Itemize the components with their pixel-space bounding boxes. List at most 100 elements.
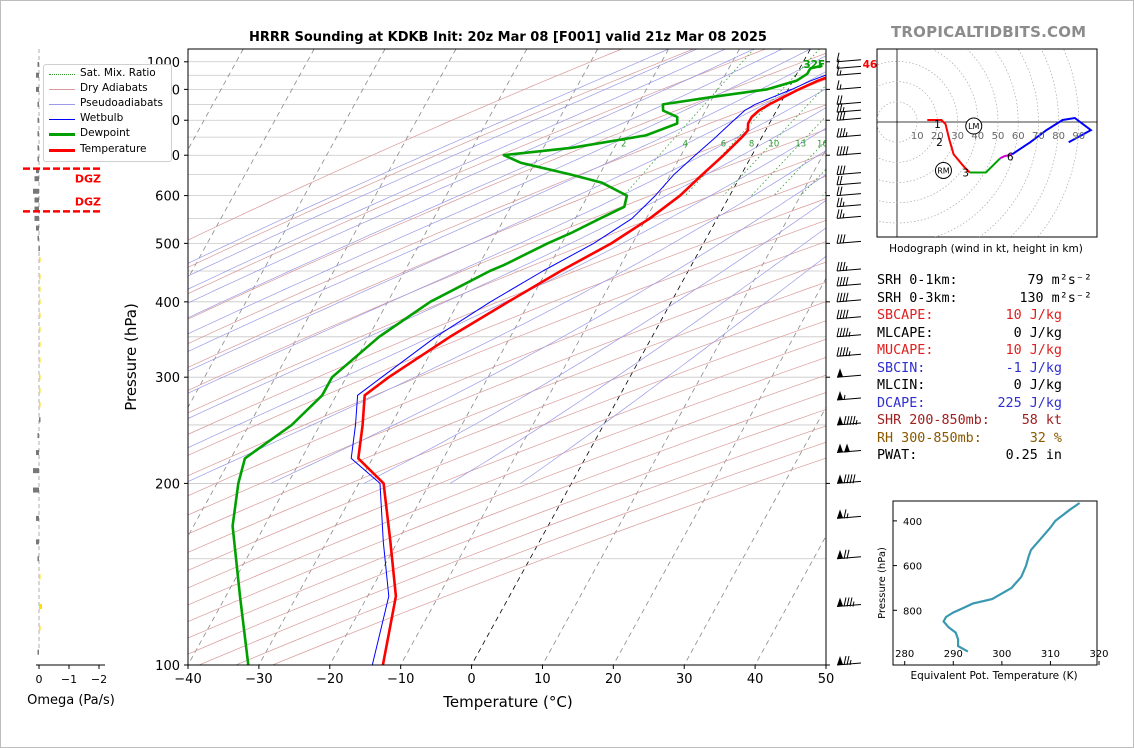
legend-label: Dry Adiabats — [80, 82, 148, 94]
mix-ratio-label: 8 — [749, 140, 754, 150]
barb-flag — [844, 443, 850, 453]
hodo-ring — [877, 61, 958, 183]
dry-adiabat — [188, 198, 826, 456]
index-value: 58 kt — [1021, 413, 1062, 428]
dry-adiabat — [188, 301, 826, 553]
hodo-ring-label: 70 — [1032, 131, 1045, 142]
theta-e-panel: 280 290 300 310 320 400 600 800 — [892, 500, 1109, 666]
omega-bar — [34, 215, 39, 221]
barb-full — [842, 327, 846, 337]
barb-full — [839, 165, 843, 175]
barb-full — [836, 309, 840, 319]
isotherm — [188, 49, 315, 280]
index-value: 0.25 in — [1005, 448, 1062, 463]
x-axis-label: Temperature (°C) — [442, 693, 572, 711]
theta-e-x-label: Equivalent Pot. Temperature (K) — [910, 670, 1077, 682]
barb-full — [843, 597, 847, 607]
mix-ratio-label: 20 — [841, 140, 852, 150]
wind-barb — [836, 390, 862, 401]
barb-full — [836, 276, 840, 287]
omega-bar — [37, 433, 39, 439]
moist-adiabat — [188, 107, 826, 419]
dry-adiabat — [188, 261, 826, 516]
storm-motion-label: LM — [968, 122, 979, 131]
moist-adiabat — [270, 174, 826, 484]
barb-full — [842, 292, 846, 302]
x-tick-label: 20 — [605, 672, 622, 687]
barb-full — [842, 234, 846, 244]
wind-barb — [836, 197, 862, 208]
barb-full — [839, 197, 843, 207]
barb-full — [852, 415, 856, 426]
wind-barb — [836, 175, 862, 186]
omega-bar — [39, 604, 42, 610]
index-row: SBCIN: -1 J/kg — [877, 360, 1092, 378]
barb-flag — [837, 656, 843, 665]
wind-barb — [836, 276, 862, 287]
dgz-label: DGZ — [75, 173, 101, 186]
legend-item-temperature: Temperature — [44, 143, 171, 158]
omega-bar — [39, 341, 41, 347]
barb-full — [836, 347, 840, 357]
omega-axis-label: Omega (Pa/s) — [27, 693, 115, 708]
wind-barb — [836, 146, 862, 156]
x-tick-label: −40 — [174, 672, 201, 687]
dry-adiabat — [188, 392, 826, 639]
barb-full — [849, 415, 853, 426]
dry-adiabat — [188, 175, 826, 435]
barb-full — [839, 327, 843, 337]
hodo-height-label: 2 — [936, 137, 943, 149]
barb-full — [839, 276, 843, 287]
legend-item-dewpoint: Dewpoint — [44, 127, 171, 142]
dry-adiabat — [188, 152, 826, 414]
barb-shaft — [836, 204, 862, 208]
barb-full — [839, 309, 843, 319]
moist-adiabat — [188, 150, 826, 483]
barb-half — [852, 601, 855, 607]
barb-full — [839, 111, 843, 121]
index-name: MLCAPE: — [877, 325, 934, 341]
barb-full — [839, 95, 843, 105]
wind-barb — [836, 443, 862, 454]
x-tick-label: 10 — [534, 672, 551, 687]
omega-bar — [37, 649, 39, 655]
barb-flag — [837, 415, 843, 425]
isotherm — [683, 406, 826, 665]
hodo-ring — [877, 101, 918, 143]
legend-label: Sat. Mix. Ratio — [80, 67, 156, 79]
mix-ratio-label: 2 — [621, 140, 626, 150]
theta-x-tick-label: 310 — [1041, 649, 1060, 660]
theta-e-y-label: Pressure (hPa) — [877, 547, 888, 619]
theta-y-tick-label: 800 — [903, 606, 922, 617]
barb-full — [843, 509, 847, 519]
barb-half — [839, 84, 842, 90]
hodo-ring — [978, 49, 1039, 237]
omega-bar — [39, 625, 41, 631]
wind-barb — [836, 655, 862, 666]
barb-full — [845, 347, 849, 357]
y-tick-label: 200 — [155, 477, 180, 492]
hodo-height-label: 6 — [1007, 151, 1014, 163]
index-row: MUCAPE: 10 J/kg — [877, 342, 1092, 360]
index-row: SHR 200-850mb: 58 kt — [877, 412, 1092, 430]
barb-full — [839, 234, 843, 244]
wind-barb — [836, 52, 862, 63]
barb-full — [839, 347, 843, 357]
barb-full — [836, 128, 840, 138]
barb-flag — [837, 597, 843, 607]
storm-motion-marker — [934, 161, 952, 179]
wind-barb — [836, 327, 862, 338]
omega-bar — [34, 206, 39, 212]
index-name: SBCAPE: — [877, 308, 934, 323]
barb-shaft — [836, 515, 862, 519]
barb-shaft — [836, 117, 862, 121]
wind-barb — [836, 415, 862, 426]
omega-bar — [37, 101, 39, 107]
wind-barb — [836, 234, 862, 244]
omega-bar — [34, 176, 39, 182]
legend-label: Dewpoint — [80, 127, 130, 139]
moist-adiabat — [188, 49, 783, 319]
omega-bar — [39, 402, 41, 408]
wind-barb — [836, 59, 862, 69]
